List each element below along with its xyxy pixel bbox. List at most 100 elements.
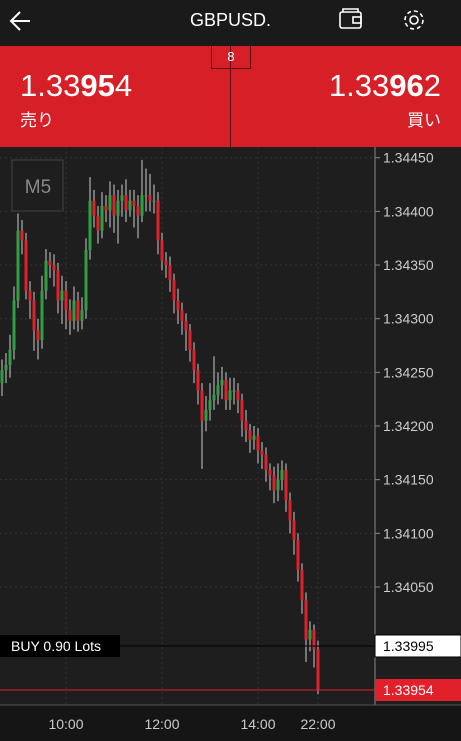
candle-body (172, 280, 176, 301)
y-tick-label: 1.34450 (383, 150, 434, 166)
candle-body (248, 430, 252, 440)
candle-body (236, 390, 240, 401)
candle-body (28, 290, 32, 301)
candle-body (264, 454, 268, 470)
candle-body (272, 475, 276, 491)
candle-body (128, 200, 132, 211)
candle-body (296, 539, 300, 570)
candle-body (8, 349, 12, 365)
candle-body (4, 364, 8, 371)
candle-body (304, 599, 308, 640)
candle-body (52, 265, 56, 271)
candle-body (108, 195, 112, 211)
candle-body (224, 379, 228, 401)
candle-body (260, 450, 264, 455)
candle-body (240, 400, 244, 421)
price-part: 1.33 (20, 68, 81, 103)
x-tick-label: 14:00 (240, 716, 275, 732)
candle-body (312, 629, 316, 650)
candle-body (64, 290, 68, 311)
x-tick-label: 22:00 (300, 716, 335, 732)
candle-body (32, 300, 36, 331)
candle-body (72, 300, 76, 321)
candle-body (152, 200, 156, 202)
divider (230, 46, 231, 147)
timeframe: M5 (25, 177, 51, 198)
candle-body (292, 520, 296, 540)
candle-body (164, 260, 168, 266)
candle-body (256, 435, 260, 451)
candle-body (112, 195, 116, 216)
candle-body (192, 349, 196, 371)
candle-body (16, 230, 20, 301)
back-button[interactable] (9, 11, 30, 31)
candle-body (148, 195, 152, 201)
candle-body (252, 435, 256, 440)
bid-price[interactable]: 1.33954 (20, 68, 132, 104)
candle-body (92, 200, 96, 216)
candle-body (196, 370, 200, 391)
order-label-box[interactable] (0, 634, 120, 657)
candle-body (216, 385, 220, 395)
quote-panel: 8 1.33954 売り 1.33962 買い (0, 46, 461, 147)
candle-body (288, 500, 292, 521)
bid-label: 売り (20, 111, 54, 130)
candle-body (316, 649, 320, 690)
candle-body (120, 195, 124, 201)
candle-body (308, 629, 312, 640)
y-tick-label: 1.34150 (383, 472, 434, 488)
candle-body (68, 310, 72, 321)
chart: M5 1.34450 1.34400 1.34350 1.34300 1.34250 1.… (0, 147, 461, 741)
candle-body (180, 310, 184, 321)
candle-body (20, 230, 24, 241)
ask-price[interactable]: 1.33962 (329, 68, 441, 104)
y-tick-label: 1.34250 (383, 364, 434, 380)
candle-body (228, 390, 232, 401)
candle-body (76, 300, 80, 321)
candle-body (136, 206, 140, 216)
candle-body (48, 260, 52, 266)
candle-body (220, 379, 224, 386)
y-tick-label: 1.34100 (383, 525, 434, 541)
x-tick-label: 12:00 (144, 716, 179, 732)
candle-body (12, 300, 16, 350)
x-tick-label: 10:00 (48, 716, 83, 732)
wallet-button[interactable] (339, 8, 362, 29)
price-part: 95 (80, 68, 115, 103)
candle-body (80, 310, 84, 321)
order-price-box (374, 634, 461, 658)
ask-label: 買い (407, 111, 441, 130)
candle-body (268, 469, 272, 476)
candle-body (36, 330, 40, 341)
candle-body (56, 270, 60, 301)
candle-body (156, 200, 160, 241)
candle-body (276, 479, 280, 491)
y-tick-label: 1.34050 (383, 579, 434, 595)
timeframe-box[interactable] (11, 159, 64, 212)
candle-body (176, 300, 180, 311)
candle-body (204, 409, 208, 421)
order-label: BUY 0.90 Lots (11, 638, 101, 654)
candle-body (208, 400, 212, 410)
x-axis-band (0, 705, 461, 741)
candle-body (212, 394, 216, 401)
candle-body (0, 370, 4, 384)
candle-body (96, 215, 100, 231)
order-price: 1.33995 (383, 638, 434, 654)
header-icons (9, 8, 424, 31)
candle-body (60, 290, 64, 301)
candle-body (300, 569, 304, 600)
candle-body (160, 240, 164, 261)
candle-body (188, 330, 192, 350)
candle-body (280, 469, 284, 480)
settings-button[interactable] (404, 10, 424, 30)
candle-body (24, 240, 28, 291)
current-price-box (375, 678, 461, 701)
candle-body (84, 250, 88, 311)
candle-body (140, 195, 144, 216)
candle-body (132, 200, 136, 207)
price-part: 96 (389, 68, 424, 103)
price-part: 2 (423, 68, 441, 103)
price-part: 4 (114, 68, 133, 103)
price-part: 1.33 (328, 68, 390, 103)
